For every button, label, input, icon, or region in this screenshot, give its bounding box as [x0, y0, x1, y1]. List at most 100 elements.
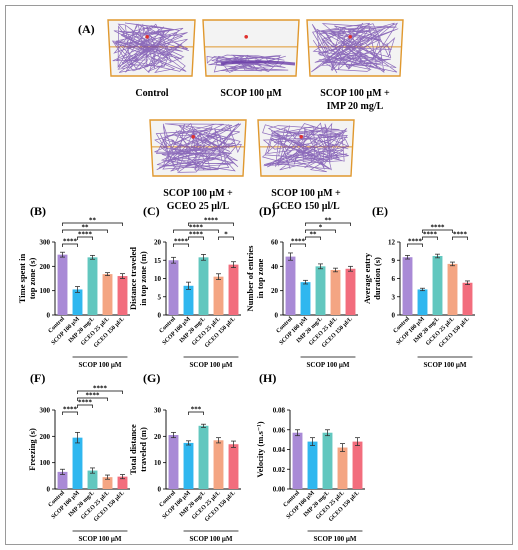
bar	[345, 268, 356, 315]
significance-label: ****	[78, 399, 93, 407]
swim-trajectory	[111, 22, 189, 74]
significance-bracket	[62, 229, 108, 233]
significance-label: ***	[191, 406, 202, 414]
bar	[417, 289, 428, 315]
start-marker	[244, 35, 248, 39]
significance-label: ****	[408, 238, 423, 246]
significance-label: **	[325, 217, 333, 225]
y-axis-label: Distance traveled	[128, 247, 138, 310]
y-tick-label: 20	[154, 433, 162, 441]
y-tick-label: 0.04	[273, 446, 286, 454]
significance-bracket	[62, 222, 123, 226]
trajectory-tank-5	[257, 119, 355, 177]
figure-frame	[5, 5, 513, 545]
bar	[183, 442, 194, 489]
y-tick-label: 12	[388, 239, 396, 247]
significance-label: *	[319, 224, 323, 232]
significance-bracket	[188, 411, 204, 415]
y-tick-label: 0	[47, 486, 51, 494]
y-tick-label: 10	[154, 459, 162, 467]
y-axis-label: traveled (m)	[138, 427, 148, 472]
significance-bracket	[77, 236, 93, 240]
significance-label: ****	[189, 224, 204, 232]
y-axis-label: in top zone (m)	[138, 251, 148, 306]
y-tick-label: 0.08	[273, 407, 286, 415]
y-tick-label: 40	[271, 263, 279, 271]
y-tick-label: 15	[154, 257, 162, 265]
y-tick-label: 3	[392, 293, 396, 301]
trajectory-tank-4	[149, 119, 247, 177]
significance-label: ****	[63, 238, 78, 246]
significance-bracket	[173, 243, 189, 247]
bar	[315, 266, 326, 315]
significance-bracket	[422, 229, 453, 233]
significance-bracket	[77, 390, 123, 394]
y-tick-label: 6	[392, 275, 396, 283]
bar	[213, 440, 224, 489]
bar	[213, 276, 224, 315]
significance-label: ****	[423, 231, 438, 239]
tank-caption: GCEO 150 µl/L	[272, 201, 340, 212]
panel-letter: (B)	[30, 204, 46, 218]
bar	[228, 264, 239, 315]
bar	[168, 435, 179, 489]
tank-caption: SCOP 100 µM +	[271, 188, 341, 199]
y-axis-label: top zone (s)	[27, 258, 37, 300]
bar	[462, 282, 473, 315]
significance-label: ****	[189, 231, 204, 239]
start-marker	[191, 135, 195, 139]
tank-caption: IMP 20 mg/L	[327, 101, 384, 112]
bar	[307, 441, 318, 489]
y-tick-label: 9	[392, 257, 396, 265]
y-tick-label: 200	[40, 263, 51, 271]
y-tick-label: 300	[40, 407, 51, 415]
y-tick-label: 0	[158, 312, 162, 320]
significance-bracket	[452, 236, 468, 240]
start-marker	[348, 35, 353, 39]
significance-label: **	[310, 231, 318, 239]
y-axis-label: Time spent in	[17, 254, 27, 304]
y-axis-label: Number of entries	[245, 245, 255, 312]
bar	[292, 432, 303, 489]
bar	[228, 444, 239, 489]
trajectory-tank-2	[202, 19, 300, 77]
significance-bracket	[305, 236, 321, 240]
significance-bracket	[77, 397, 108, 401]
significance-bracket	[62, 243, 78, 247]
group-label: SCOP 100 µM	[79, 535, 122, 543]
group-label: SCOP 100 µM	[424, 361, 467, 369]
group-label: SCOP 100 µM	[307, 361, 350, 369]
bar-chart-c: (C) 0 5 10 15 20 Distance traveled in top zone …	[128, 204, 241, 369]
bar	[285, 256, 296, 315]
significance-bracket	[188, 222, 234, 226]
significance-label: ****	[93, 385, 108, 393]
start-marker	[299, 135, 304, 139]
significance-label: **	[89, 217, 97, 225]
significance-label: ****	[204, 217, 219, 225]
y-axis-label: Total distance	[128, 424, 138, 475]
panel-letter: (H)	[259, 371, 276, 385]
group-label: SCOP 100 µM	[190, 361, 233, 369]
swim-trajectory-dense	[220, 60, 296, 66]
y-tick-label: 0	[275, 312, 279, 320]
tank-caption: GCEO 25 µl/L	[167, 201, 230, 212]
panel-letter: (A)	[78, 22, 95, 36]
bar	[168, 260, 179, 315]
bar	[117, 476, 128, 489]
y-tick-label: 0	[392, 312, 396, 320]
y-tick-label: 0	[158, 486, 162, 494]
tank-caption: SCOP 100 µM +	[163, 188, 233, 199]
y-tick-label: 20	[154, 239, 162, 247]
start-marker	[145, 35, 149, 39]
significance-label: ****	[291, 238, 306, 246]
significance-bracket	[218, 236, 234, 240]
group-label: SCOP 100 µM	[190, 535, 233, 543]
bar	[447, 263, 458, 315]
y-axis-label: Velocity (m.s⁻¹)	[255, 421, 265, 477]
trajectory-tank-3	[306, 19, 404, 77]
bar	[402, 257, 413, 315]
bar	[183, 285, 194, 315]
y-tick-label: 0	[47, 312, 51, 320]
swim-trajectory	[311, 22, 399, 74]
